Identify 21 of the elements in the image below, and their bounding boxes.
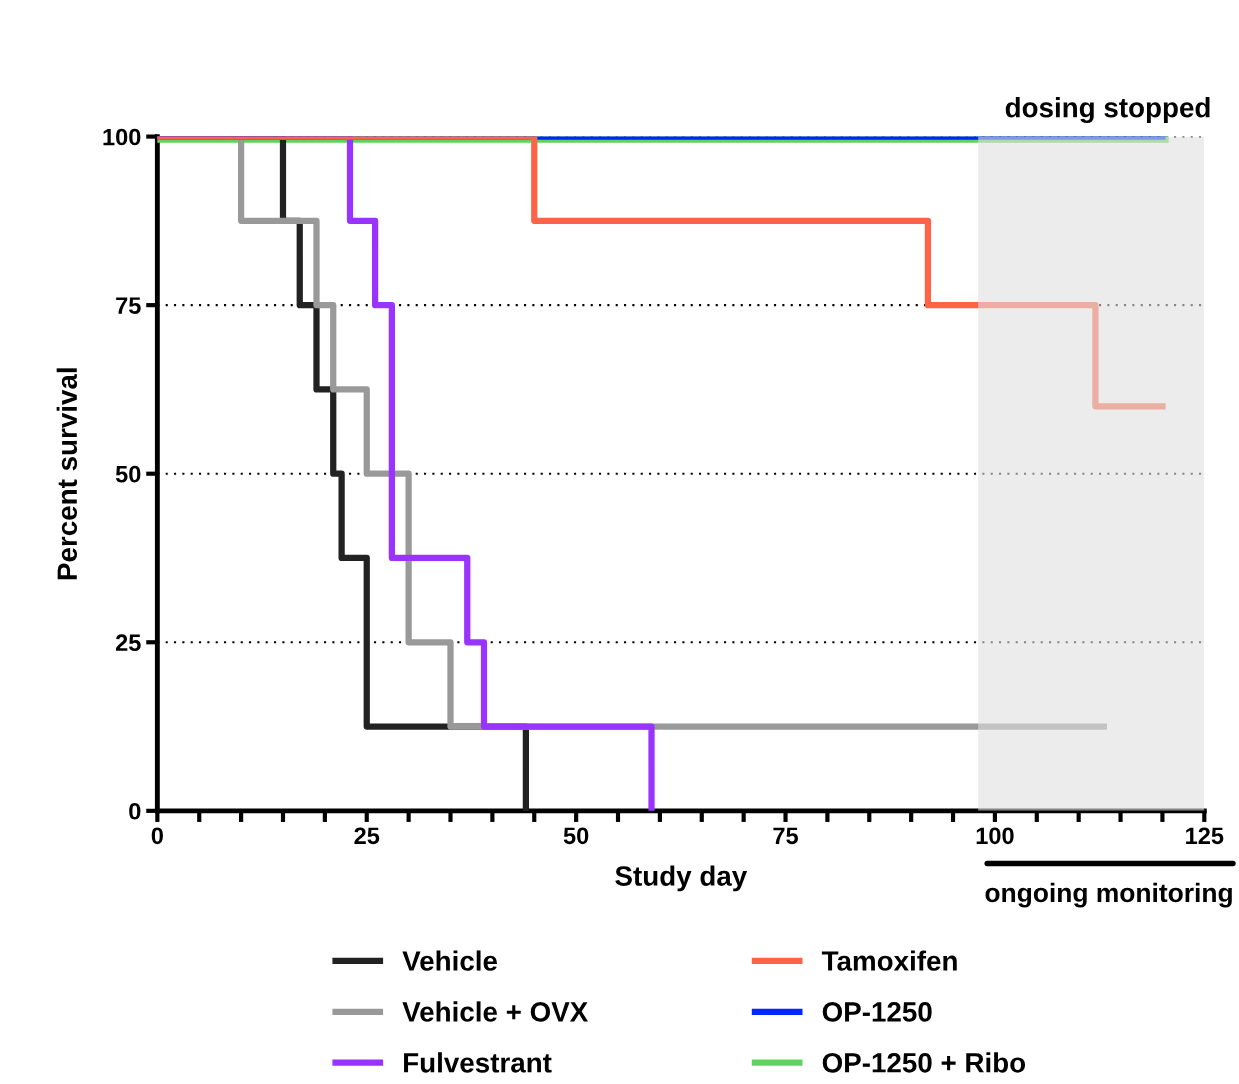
legend-label: Tamoxifen xyxy=(821,950,957,971)
x-tick-label: 50 xyxy=(563,827,589,845)
band-label: dosing stopped xyxy=(1005,97,1210,124)
y-tick-label: 50 xyxy=(115,465,141,483)
legend-label: Fulvestrant xyxy=(404,1052,552,1073)
legend-label: Vehicle xyxy=(402,950,497,971)
x-tick-label: 75 xyxy=(773,827,798,845)
x-tick-label: 125 xyxy=(1186,827,1224,845)
text: ongoing monitoring xyxy=(985,882,1232,908)
x-tick-label: 25 xyxy=(354,827,380,845)
y-axis-title: Percent survival xyxy=(56,368,78,580)
legend-label: OP-1250 + Ribo xyxy=(822,1052,1026,1073)
legend-label: Vehicle + OVX xyxy=(402,1001,589,1022)
y-tick-label: 25 xyxy=(115,634,141,652)
y-tick-label: 0 xyxy=(129,802,141,820)
x-tick-label: 0 xyxy=(151,827,163,845)
x-tick-label: 100 xyxy=(976,827,1014,845)
legend-label: OP-1250 xyxy=(822,1002,932,1022)
y-tick-label: 100 xyxy=(103,128,141,146)
y-tick-label: 75 xyxy=(116,297,141,314)
x-axis-title: Study day xyxy=(615,865,748,892)
